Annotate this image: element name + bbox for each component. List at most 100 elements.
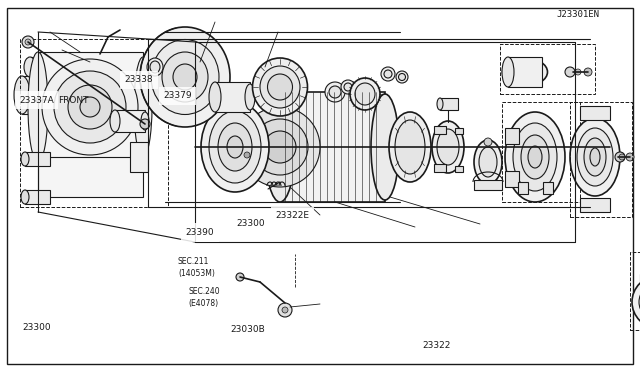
Ellipse shape xyxy=(21,152,29,166)
Ellipse shape xyxy=(371,94,399,200)
Ellipse shape xyxy=(521,135,549,179)
Circle shape xyxy=(484,138,492,146)
Text: FRONT: FRONT xyxy=(58,96,88,105)
Circle shape xyxy=(575,69,581,75)
Bar xyxy=(434,164,446,172)
Ellipse shape xyxy=(632,276,640,328)
Ellipse shape xyxy=(344,83,352,91)
Text: 23322: 23322 xyxy=(422,341,451,350)
Bar xyxy=(215,82,250,112)
Ellipse shape xyxy=(325,82,345,102)
Circle shape xyxy=(80,97,100,117)
Ellipse shape xyxy=(528,146,542,168)
Bar xyxy=(455,166,463,172)
Ellipse shape xyxy=(505,112,565,202)
Ellipse shape xyxy=(14,76,30,114)
Text: 23379: 23379 xyxy=(163,92,192,100)
Circle shape xyxy=(619,154,625,160)
Ellipse shape xyxy=(570,118,620,196)
Ellipse shape xyxy=(260,66,300,108)
Bar xyxy=(508,57,542,87)
Ellipse shape xyxy=(209,82,221,112)
Ellipse shape xyxy=(513,123,557,191)
Ellipse shape xyxy=(590,148,600,166)
Ellipse shape xyxy=(21,190,29,204)
Bar xyxy=(440,98,458,110)
Bar xyxy=(474,180,502,190)
Ellipse shape xyxy=(395,120,425,174)
Ellipse shape xyxy=(577,128,613,186)
Bar xyxy=(130,142,148,172)
Circle shape xyxy=(626,153,634,161)
Circle shape xyxy=(68,85,112,129)
Ellipse shape xyxy=(245,84,255,110)
Circle shape xyxy=(42,59,138,155)
Bar xyxy=(630,252,640,330)
Ellipse shape xyxy=(173,64,197,90)
Bar xyxy=(518,182,528,194)
Bar xyxy=(580,106,610,120)
Bar xyxy=(30,57,66,77)
Ellipse shape xyxy=(147,58,163,76)
Text: 23390: 23390 xyxy=(186,228,214,237)
Ellipse shape xyxy=(384,70,392,78)
Ellipse shape xyxy=(218,123,252,171)
Text: 23300: 23300 xyxy=(22,323,51,332)
Ellipse shape xyxy=(399,74,406,80)
Ellipse shape xyxy=(268,74,292,100)
Ellipse shape xyxy=(389,112,431,182)
Ellipse shape xyxy=(253,58,307,116)
Circle shape xyxy=(244,152,250,158)
Ellipse shape xyxy=(341,80,355,94)
Text: 23030B: 23030B xyxy=(230,325,265,334)
Ellipse shape xyxy=(134,57,152,157)
Bar xyxy=(502,102,580,202)
Circle shape xyxy=(25,39,31,45)
Circle shape xyxy=(584,68,592,76)
Ellipse shape xyxy=(61,58,71,76)
Ellipse shape xyxy=(474,140,502,184)
Ellipse shape xyxy=(479,147,497,177)
Circle shape xyxy=(252,119,308,175)
Text: 23337A: 23337A xyxy=(19,96,54,105)
Circle shape xyxy=(278,303,292,317)
Bar xyxy=(115,110,145,132)
Bar xyxy=(25,190,50,204)
Ellipse shape xyxy=(24,57,36,77)
Circle shape xyxy=(615,152,625,162)
Text: SEC.240
(E4078): SEC.240 (E4078) xyxy=(189,287,220,308)
Ellipse shape xyxy=(265,92,295,202)
Text: J23301EN: J23301EN xyxy=(557,10,600,19)
Ellipse shape xyxy=(502,57,514,87)
Bar xyxy=(505,128,519,144)
Ellipse shape xyxy=(110,110,120,132)
Text: 23300: 23300 xyxy=(237,219,266,228)
Circle shape xyxy=(264,131,296,163)
Circle shape xyxy=(54,71,126,143)
Bar xyxy=(500,44,595,94)
Ellipse shape xyxy=(162,52,208,102)
Circle shape xyxy=(240,107,320,187)
Ellipse shape xyxy=(355,83,375,105)
Bar xyxy=(20,39,168,207)
Bar xyxy=(455,128,463,134)
Circle shape xyxy=(565,67,575,77)
Ellipse shape xyxy=(584,138,606,176)
Bar xyxy=(580,198,610,212)
Circle shape xyxy=(22,36,34,48)
Ellipse shape xyxy=(510,63,540,81)
Ellipse shape xyxy=(437,129,459,165)
Bar xyxy=(38,52,143,162)
Ellipse shape xyxy=(150,61,160,73)
Bar xyxy=(505,171,519,187)
Ellipse shape xyxy=(639,283,640,321)
Bar xyxy=(22,76,74,114)
Bar xyxy=(543,182,553,194)
Ellipse shape xyxy=(151,39,219,115)
Circle shape xyxy=(282,307,288,313)
Bar xyxy=(434,126,446,134)
Ellipse shape xyxy=(140,27,230,127)
Text: SEC.211
(14053M): SEC.211 (14053M) xyxy=(178,257,215,278)
Ellipse shape xyxy=(141,112,149,130)
Bar xyxy=(25,152,50,166)
